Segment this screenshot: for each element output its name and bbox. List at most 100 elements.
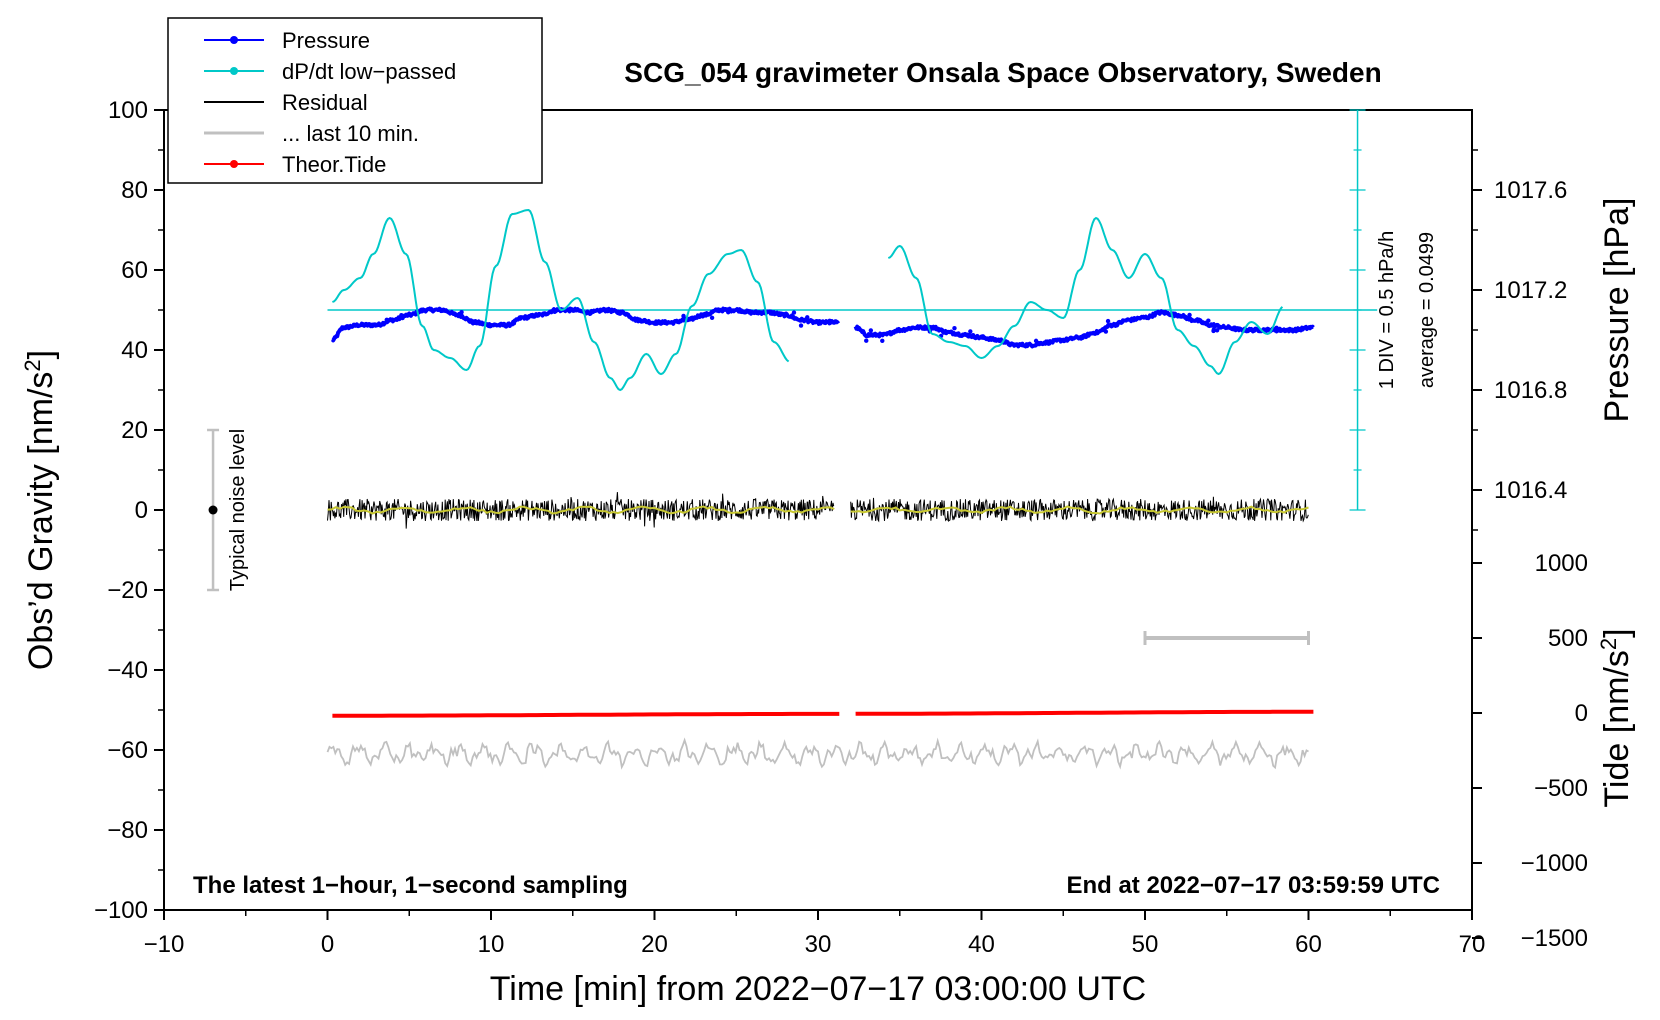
y-tick-label: 0: [135, 497, 148, 524]
x-tick-label: 10: [478, 931, 505, 958]
legend: Pressure dP/dt low−passed Residual ... last…: [167, 17, 543, 184]
legend-box: [167, 17, 543, 184]
pressure-point: [436, 307, 442, 312]
y-axis-label-tide-end: ]: [1598, 628, 1636, 637]
legend-label: Residual: [282, 90, 368, 115]
residual-smoothed-line: [327, 505, 835, 515]
dpdt-series-line: [887, 216, 1284, 376]
pressure-point: [1105, 318, 1111, 324]
tide-tick-label: −500: [1534, 775, 1588, 802]
y-tick-label: 60: [121, 257, 148, 284]
y-axis-label-left: Obs’d Gravity [nm/s2]: [20, 350, 60, 670]
residual-smoothed-line: [850, 505, 1309, 515]
pressure-point: [1214, 328, 1220, 333]
pressure-point: [952, 331, 957, 336]
annotation-sampling: The latest 1−hour, 1−second sampling: [193, 872, 628, 899]
series-layer: [207, 208, 1378, 770]
pressure-point: [681, 313, 686, 319]
pressure-point: [1274, 325, 1279, 331]
tide-tick-label: 0: [1575, 700, 1588, 727]
noise-bar-center: [208, 505, 218, 515]
annotation-end-time: End at 2022−07−17 03:59:59 UTC: [1066, 872, 1440, 899]
y-tick-label: −80: [107, 817, 148, 844]
pressure-point: [399, 312, 404, 318]
pressure-point: [1033, 338, 1039, 344]
residual-series-line: [327, 492, 835, 529]
y-tick-label: 100: [108, 97, 148, 124]
tide-tick-label: −1500: [1521, 925, 1588, 952]
tide-series-line: [855, 709, 1314, 716]
y-axis-label-left-end: ]: [22, 350, 60, 359]
y-axis-label-tide-sup: 2: [1596, 638, 1621, 650]
x-tick-label: 20: [641, 931, 668, 958]
pressure-point: [1206, 318, 1211, 323]
pressure-point: [459, 310, 464, 315]
legend-swatch-marker: [230, 160, 238, 168]
y-axis-label-left-sup: 2: [20, 359, 45, 371]
x-tick-label: 60: [1295, 931, 1322, 958]
tide-series-line: [332, 711, 840, 718]
pressure-tick-label: 1017.2: [1494, 277, 1567, 304]
pressure-point: [636, 318, 641, 324]
pressure-point: [384, 317, 389, 322]
pressure-point: [726, 310, 731, 315]
pressure-tick-label: 1016.4: [1494, 477, 1567, 504]
pressure-point: [1103, 329, 1109, 334]
pressure-point: [791, 310, 797, 315]
pressure-point: [503, 324, 509, 329]
x-tick-label: 40: [968, 931, 995, 958]
pressure-point: [709, 315, 715, 320]
pressure-point: [880, 338, 885, 343]
y-tick-label: 80: [121, 177, 148, 204]
tide-tick-label: −1000: [1521, 850, 1588, 877]
annotation-div: 1 DIV = 0.5 hPa/h: [1376, 231, 1398, 389]
legend-swatch-marker: [230, 67, 238, 75]
y-axis-label-tide-main: Tide [nm/s: [1598, 650, 1636, 807]
legend-items: Pressure dP/dt low−passed Residual ... last…: [204, 28, 456, 177]
legend-label: ... last 10 min.: [282, 121, 419, 146]
axes-layer: −10 0 10 20 30 40 50 60 70100806040200−20−40−60−…: [94, 97, 1588, 958]
pressure-point: [1211, 328, 1216, 334]
pressure-point: [952, 326, 957, 331]
annotation-noise-level: Typical noise level: [227, 429, 249, 591]
pressure-point: [968, 329, 973, 334]
pressure-point: [864, 338, 869, 343]
pressure-point: [805, 315, 810, 320]
pressure-point: [860, 329, 866, 334]
x-tick-label: 30: [805, 931, 832, 958]
x-tick-label: 0: [321, 931, 334, 958]
y-tick-label: −20: [107, 577, 148, 604]
dpdt-series-line: [332, 208, 790, 392]
y-tick-label: 20: [121, 417, 148, 444]
y-axis-label-pressure: Pressure [hPa]: [1598, 198, 1636, 423]
legend-label: Pressure: [282, 28, 370, 53]
x-tick-label: −10: [144, 931, 185, 958]
legend-label: dP/dt low−passed: [282, 59, 456, 84]
chart-title: SCG_054 gravimeter Onsala Space Observat…: [624, 57, 1381, 88]
legend-label: Theor.Tide: [282, 152, 386, 177]
y-axis-label-tide: Tide [nm/s2]: [1596, 628, 1636, 807]
y-axis-label-left-main: Obs’d Gravity [nm/s: [22, 372, 60, 671]
tide-tick-label: 500: [1548, 625, 1588, 652]
x-tick-label: 70: [1459, 931, 1486, 958]
pressure-series-line: [330, 306, 841, 343]
tide-tick-label: 1000: [1535, 550, 1588, 577]
pressure-tick-label: 1016.8: [1494, 377, 1567, 404]
pressure-point: [375, 322, 380, 327]
x-tick-label: 50: [1132, 931, 1159, 958]
legend-swatch-marker: [230, 36, 238, 44]
pressure-point: [552, 309, 557, 315]
pressure-point: [798, 323, 804, 328]
pressure-tick-label: 1017.6: [1494, 177, 1567, 204]
x-axis-label: Time [min] from 2022−07−17 03:00:00 UTC: [490, 970, 1146, 1008]
annotation-average: average = 0.0499: [1416, 232, 1438, 388]
pressure-point: [827, 318, 832, 323]
y-tick-label: −40: [107, 657, 148, 684]
pressure-point: [511, 321, 517, 326]
y-tick-label: 40: [121, 337, 148, 364]
y-tick-label: −60: [107, 737, 148, 764]
y-tick-label: −100: [94, 897, 148, 924]
pressure-point: [468, 318, 473, 323]
pressure-point: [868, 328, 874, 333]
pressure-series-line: [853, 309, 1315, 349]
